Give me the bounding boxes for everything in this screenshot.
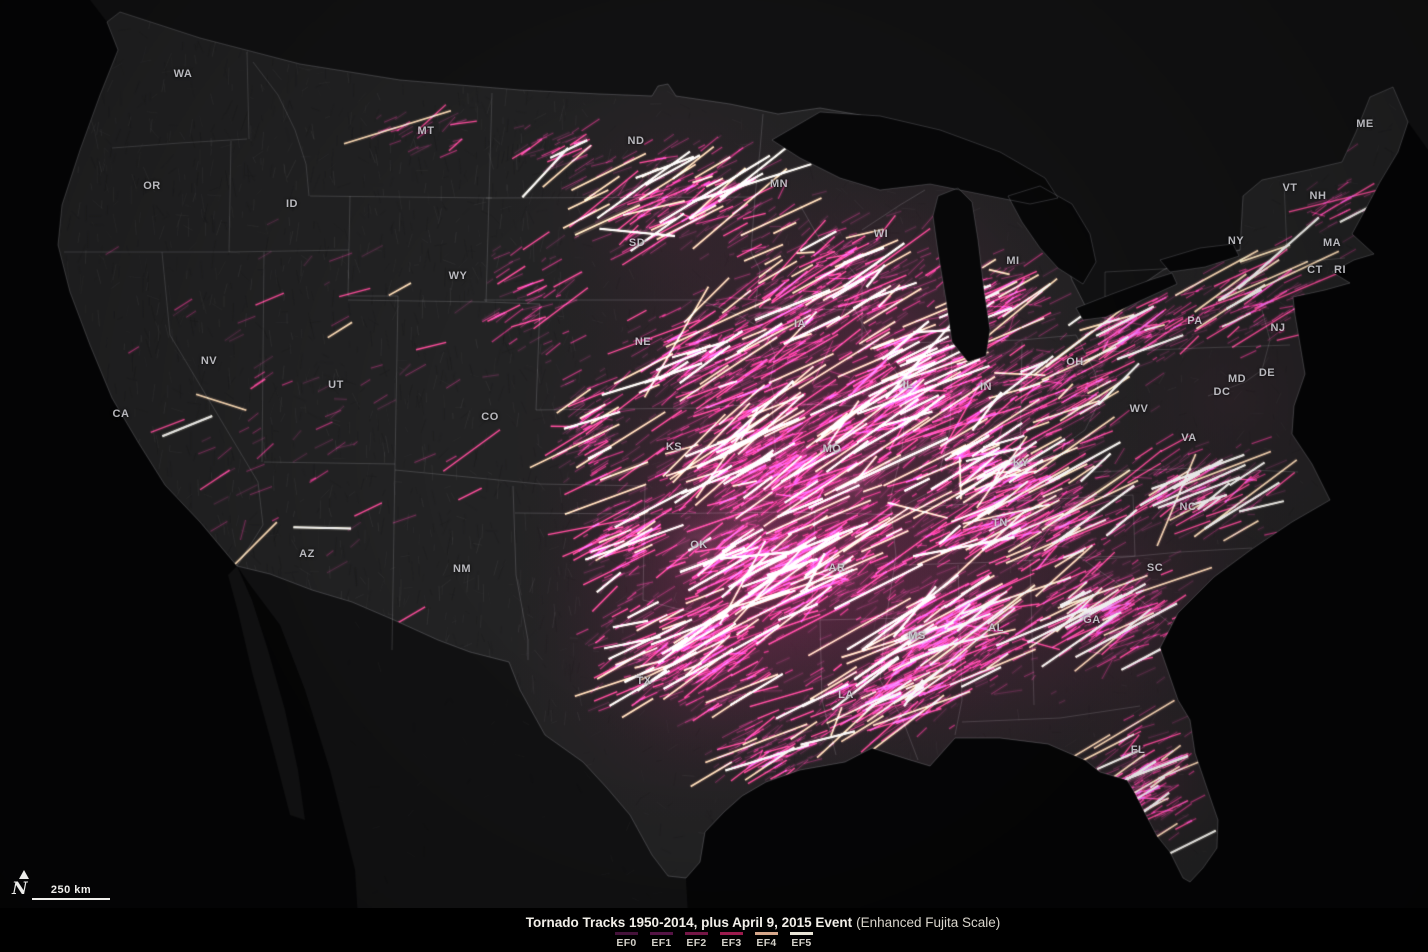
state-label-az: AZ — [299, 548, 315, 560]
state-label-md: MD — [1227, 373, 1247, 385]
state-label-nv: NV — [200, 355, 218, 367]
state-label-va: VA — [1181, 432, 1197, 444]
state-label-sd: SD — [628, 237, 646, 249]
state-label-co: CO — [481, 411, 499, 423]
state-label-in: IN — [980, 381, 992, 393]
state-label-pa: PA — [1187, 315, 1203, 327]
legend-swatch-ef1 — [650, 932, 673, 935]
scale-bar: 250 km — [32, 884, 110, 900]
state-label-vt: VT — [1282, 182, 1298, 194]
state-label-ut: UT — [328, 379, 344, 391]
legend-label: EF2 — [686, 937, 707, 949]
state-label-la: LA — [838, 689, 854, 701]
state-label-ky: KY — [1012, 457, 1030, 469]
legend-item-ef2: EF2 — [685, 932, 708, 949]
map-title-sub: (Enhanced Fujita Scale) — [856, 915, 1001, 930]
state-label-ia: IA — [794, 318, 806, 330]
state-label-wi: WI — [873, 228, 889, 240]
caption-bar: Tornado Tracks 1950-2014, plus April 9, … — [0, 908, 1428, 952]
scale-bar-line — [32, 898, 110, 900]
state-label-ri: RI — [1334, 264, 1346, 276]
legend-swatch-ef2 — [685, 932, 708, 935]
legend-swatch-ef0 — [615, 932, 638, 935]
state-label-ok: OK — [690, 539, 708, 551]
state-label-ne: NE — [634, 336, 652, 348]
state-label-ny: NY — [1227, 235, 1245, 247]
state-label-nd: ND — [627, 135, 645, 147]
state-label-il: IL — [902, 379, 914, 391]
state-label-nj: NJ — [1270, 322, 1286, 334]
legend-swatch-ef4 — [755, 932, 778, 935]
state-label-wa: WA — [173, 68, 193, 80]
state-label-ca: CA — [112, 408, 130, 420]
state-label-tx: TX — [636, 675, 652, 687]
legend-item-ef3: EF3 — [720, 932, 743, 949]
state-label-ga: GA — [1083, 614, 1101, 626]
legend-item-ef0: EF0 — [615, 932, 638, 949]
state-label-wv: WV — [1129, 403, 1149, 415]
state-label-ms: MS — [908, 630, 926, 642]
state-label-de: DE — [1258, 367, 1276, 379]
state-label-or: OR — [143, 180, 161, 192]
scale-bar-label: 250 km — [50, 884, 92, 896]
state-label-mt: MT — [417, 125, 435, 137]
state-label-ma: MA — [1322, 237, 1342, 249]
state-label-me: ME — [1356, 118, 1374, 130]
legend-label: EF5 — [791, 937, 812, 949]
legend-label: EF3 — [721, 937, 742, 949]
state-label-mn: MN — [769, 178, 789, 190]
state-label-ct: CT — [1307, 264, 1323, 276]
state-label-wy: WY — [448, 270, 468, 282]
north-label: N — [12, 879, 28, 899]
state-label-tn: TN — [992, 517, 1008, 529]
state-label-mi: MI — [1006, 255, 1020, 267]
state-label-ks: KS — [665, 441, 683, 453]
state-label-nc: NC — [1179, 501, 1197, 513]
state-label-dc: DC — [1213, 386, 1231, 398]
state-label-nm: NM — [452, 563, 472, 575]
legend-swatch-ef3 — [720, 932, 743, 935]
state-label-mo: MO — [822, 443, 842, 455]
state-label-ar: AR — [828, 562, 846, 574]
legend-item-ef4: EF4 — [755, 932, 778, 949]
ef-legend: EF0 EF1 EF2 EF3 EF4 EF5 — [615, 932, 813, 949]
legend-item-ef5: EF5 — [790, 932, 813, 949]
map-title-main: Tornado Tracks 1950-2014, plus April 9, … — [525, 915, 853, 930]
map-title: Tornado Tracks 1950-2014, plus April 9, … — [526, 915, 1000, 930]
legend-item-ef1: EF1 — [650, 932, 673, 949]
state-label-nh: NH — [1309, 190, 1327, 202]
state-label-fl: FL — [1130, 744, 1146, 756]
legend-label: EF0 — [616, 937, 637, 949]
legend-swatch-ef5 — [790, 932, 813, 935]
state-label-oh: OH — [1066, 356, 1084, 368]
state-label-id: ID — [286, 198, 298, 210]
state-label-al: AL — [988, 622, 1004, 634]
legend-label: EF1 — [651, 937, 672, 949]
north-indicator: N — [8, 870, 48, 906]
north-arrow-icon — [19, 870, 29, 879]
state-label-sc: SC — [1146, 562, 1164, 574]
legend-label: EF4 — [756, 937, 777, 949]
